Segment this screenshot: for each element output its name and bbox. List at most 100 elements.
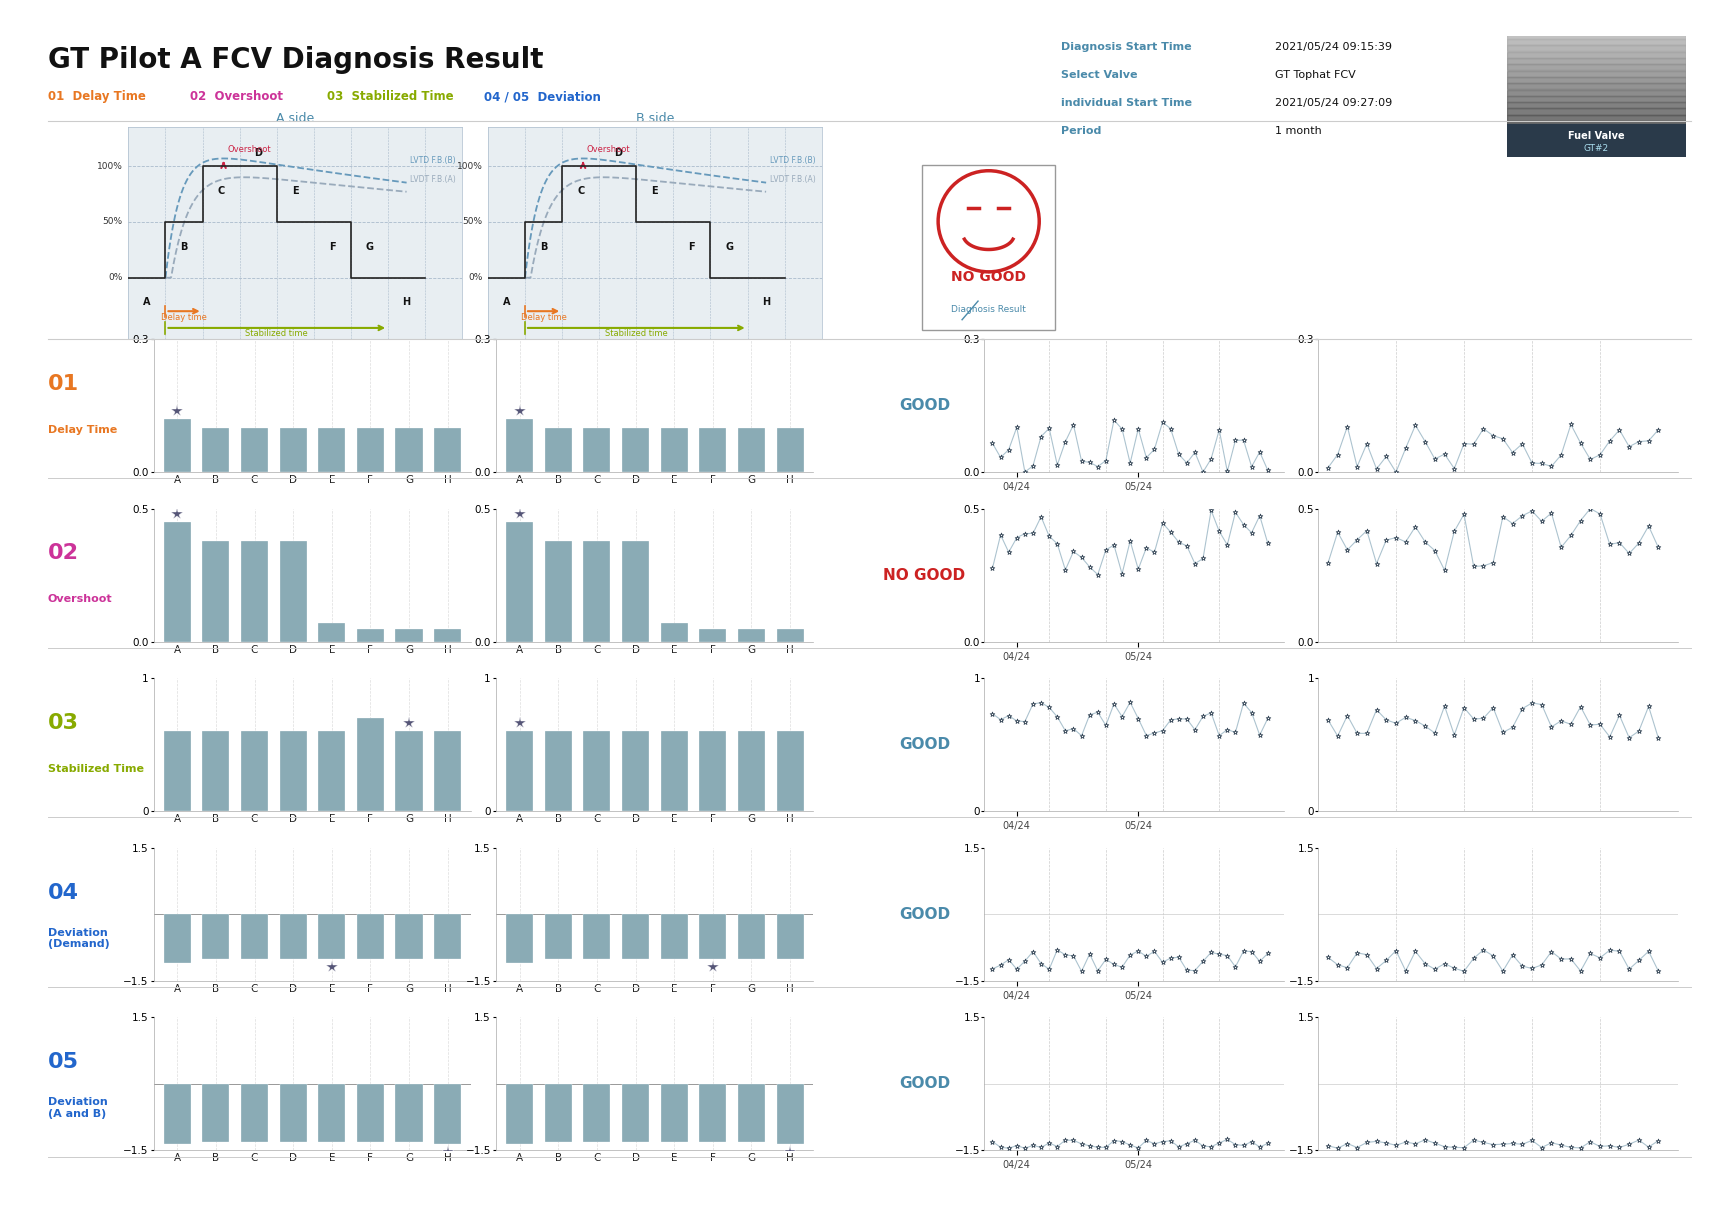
Bar bbox=[1507, 115, 1686, 121]
Point bbox=[1645, 538, 1673, 557]
Bar bbox=[356, 718, 383, 811]
Text: G: G bbox=[724, 241, 733, 252]
Point bbox=[1125, 419, 1152, 438]
Point bbox=[1460, 710, 1488, 729]
Point bbox=[1577, 943, 1604, 963]
Bar bbox=[584, 427, 611, 472]
Point bbox=[1044, 534, 1072, 553]
Point bbox=[1036, 1133, 1063, 1153]
Point bbox=[1181, 553, 1209, 573]
Point bbox=[1140, 1133, 1168, 1153]
Point bbox=[1460, 435, 1488, 454]
Point bbox=[1334, 706, 1361, 725]
Point bbox=[986, 526, 1014, 545]
Point bbox=[1363, 1132, 1390, 1152]
Point bbox=[1075, 453, 1103, 472]
Point bbox=[1003, 959, 1031, 978]
Point bbox=[1133, 947, 1161, 966]
Point bbox=[1060, 415, 1087, 435]
Point bbox=[1537, 942, 1565, 962]
Point bbox=[1479, 698, 1507, 717]
Point bbox=[1529, 454, 1556, 474]
Bar bbox=[777, 914, 803, 959]
Bar bbox=[738, 731, 765, 811]
Bar bbox=[698, 731, 726, 811]
Point bbox=[1157, 522, 1185, 541]
Text: Diagnosis Start Time: Diagnosis Start Time bbox=[1061, 42, 1192, 52]
Point bbox=[1469, 940, 1496, 959]
Point bbox=[1344, 530, 1371, 550]
Point bbox=[1508, 506, 1536, 526]
Bar bbox=[507, 731, 532, 811]
Point bbox=[1587, 446, 1614, 465]
Text: Overshoot: Overshoot bbox=[587, 145, 630, 154]
Point bbox=[1190, 707, 1217, 727]
Point bbox=[1500, 718, 1527, 737]
Point bbox=[1373, 951, 1400, 970]
Point bbox=[1255, 534, 1282, 553]
Point bbox=[1140, 942, 1168, 962]
Point bbox=[1092, 949, 1120, 969]
Point bbox=[1519, 693, 1546, 712]
Text: 02: 02 bbox=[48, 544, 79, 563]
Point bbox=[1019, 457, 1046, 476]
Point bbox=[1323, 444, 1351, 464]
Point bbox=[1440, 459, 1467, 478]
Point bbox=[1645, 1131, 1673, 1150]
Point bbox=[1529, 955, 1556, 975]
Bar bbox=[395, 427, 423, 472]
Point bbox=[1548, 1136, 1575, 1155]
Point bbox=[1133, 1131, 1161, 1150]
Point bbox=[1421, 723, 1448, 742]
Point bbox=[1166, 444, 1193, 464]
Bar bbox=[279, 914, 306, 959]
Bar bbox=[395, 914, 423, 959]
Point bbox=[1479, 946, 1507, 965]
Point bbox=[1558, 949, 1585, 969]
Point bbox=[1315, 553, 1342, 573]
Point bbox=[1344, 943, 1371, 963]
Point bbox=[979, 558, 1007, 578]
Title: B side: B side bbox=[635, 111, 675, 125]
Point bbox=[1411, 432, 1438, 452]
Point bbox=[1537, 1133, 1565, 1153]
Point bbox=[1500, 513, 1527, 533]
Point bbox=[1003, 711, 1031, 730]
Bar bbox=[279, 731, 306, 811]
Point bbox=[1108, 1132, 1135, 1152]
Point bbox=[1149, 513, 1176, 533]
Text: C: C bbox=[577, 185, 584, 196]
Point bbox=[1246, 725, 1274, 745]
Point bbox=[1036, 419, 1063, 438]
Point bbox=[1214, 946, 1241, 965]
Bar bbox=[621, 731, 649, 811]
Point bbox=[1566, 698, 1594, 717]
Point bbox=[1036, 698, 1063, 717]
Point bbox=[1116, 532, 1144, 551]
Point bbox=[1229, 515, 1257, 534]
Point bbox=[995, 440, 1022, 459]
Text: Delay time: Delay time bbox=[161, 314, 207, 322]
Point bbox=[1469, 556, 1496, 575]
Point bbox=[1587, 1137, 1614, 1157]
Point bbox=[1323, 955, 1351, 975]
Point bbox=[1411, 532, 1438, 551]
Bar bbox=[661, 624, 688, 642]
Text: GOOD: GOOD bbox=[899, 1077, 950, 1091]
Point bbox=[1431, 444, 1459, 464]
Point bbox=[1019, 523, 1046, 543]
Point bbox=[1101, 411, 1128, 430]
Point bbox=[1084, 564, 1111, 584]
Bar bbox=[435, 731, 461, 811]
Bar bbox=[279, 1084, 306, 1142]
Point bbox=[1519, 501, 1546, 521]
Bar bbox=[202, 540, 229, 642]
Point bbox=[1625, 951, 1652, 970]
Point bbox=[1075, 945, 1103, 964]
Point bbox=[1116, 946, 1144, 965]
Point bbox=[1529, 1138, 1556, 1158]
Bar bbox=[318, 914, 346, 959]
Point bbox=[1173, 536, 1200, 556]
Bar bbox=[318, 731, 346, 811]
Point bbox=[995, 543, 1022, 562]
